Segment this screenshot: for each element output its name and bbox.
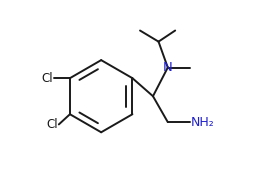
Text: N: N [163,61,173,74]
Text: Cl: Cl [47,118,58,131]
Text: Cl: Cl [42,72,54,85]
Text: NH₂: NH₂ [191,116,215,129]
